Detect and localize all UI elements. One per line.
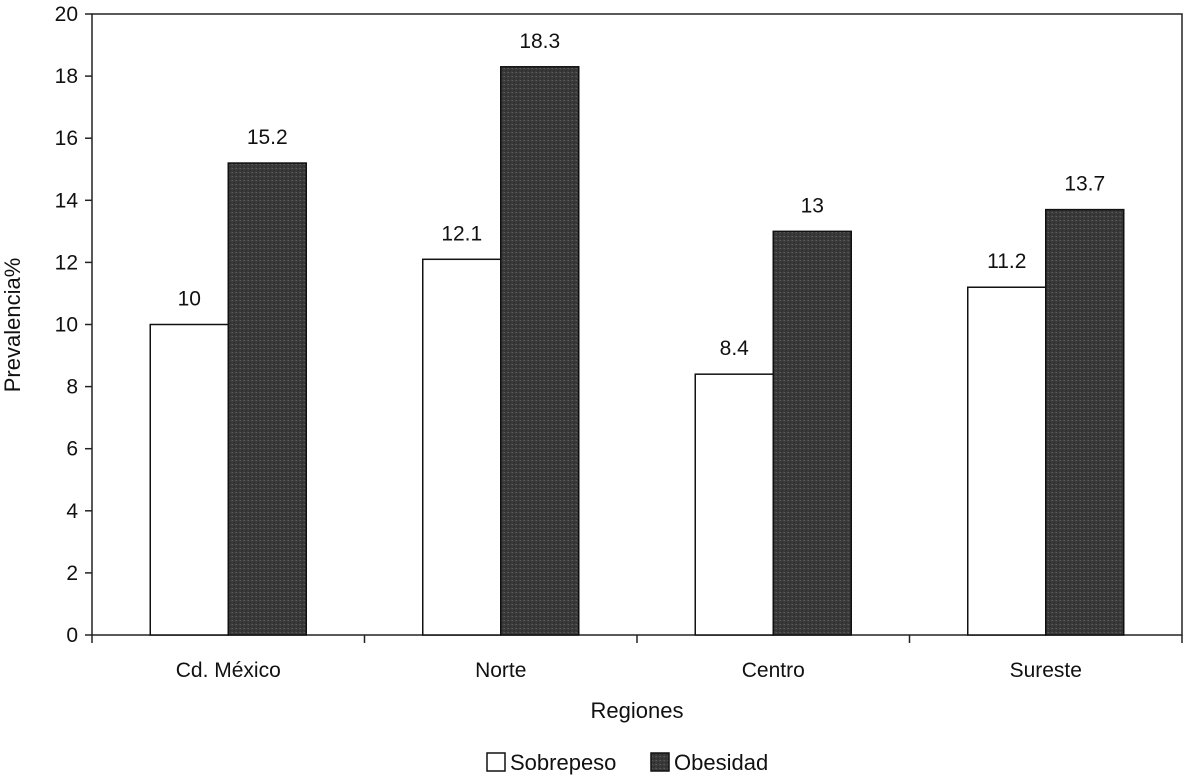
data-labels: 10 15.2 12.1 18.3 8.4 13 11.2 13.7 — [178, 30, 1106, 360]
y-tick-label: 10 — [55, 314, 78, 337]
data-label-sobrepeso: 11.2 — [987, 250, 1026, 273]
legend-label-obesidad: Obesidad — [674, 750, 768, 775]
legend-label-sobrepeso: Sobrepeso — [510, 750, 616, 775]
legend: Sobrepeso Obesidad — [486, 750, 768, 775]
data-label-obesidad: 15.2 — [247, 126, 288, 149]
y-tick-label: 2 — [66, 562, 78, 585]
bar-sobrepeso-2 — [694, 373, 774, 636]
bar-sobrepeso-1 — [422, 258, 502, 636]
bar-sobrepeso-3 — [967, 286, 1047, 636]
y-tick-label: 0 — [66, 624, 78, 647]
y-tick-label: 14 — [55, 189, 79, 212]
data-label-sobrepeso: 10 — [178, 288, 201, 311]
y-axis: 0 2 4 6 8 10 12 14 16 18 20 — [55, 3, 92, 647]
y-tick-label: 12 — [55, 251, 78, 274]
y-tick-label: 20 — [55, 3, 78, 26]
category-label: Centro — [742, 659, 805, 682]
legend-swatch-obesidad — [650, 752, 670, 772]
y-tick-label: 6 — [66, 438, 78, 461]
y-axis-title: Prevalencia% — [0, 258, 25, 393]
bars — [149, 66, 1125, 636]
bar-obesidad-1 — [500, 66, 580, 636]
bar-sobrepeso-0 — [149, 323, 229, 636]
bar-obesidad-0 — [227, 162, 307, 636]
data-label-obesidad: 18.3 — [519, 30, 560, 53]
y-tick-label: 16 — [55, 127, 78, 150]
y-tick-label: 8 — [66, 376, 78, 399]
y-tick-label: 4 — [66, 500, 78, 523]
data-label-sobrepeso: 8.4 — [720, 337, 750, 360]
category-label: Cd. México — [176, 659, 281, 682]
y-tick-label: 18 — [55, 65, 78, 88]
data-label-obesidad: 13.7 — [1064, 173, 1105, 196]
x-axis: Cd. México Norte Centro Sureste — [91, 635, 1183, 682]
data-label-obesidad: 13 — [801, 194, 824, 217]
category-label: Norte — [475, 659, 526, 682]
category-label: Sureste — [1010, 659, 1082, 682]
bar-obesidad-3 — [1045, 208, 1125, 636]
legend-swatch-sobrepeso — [486, 752, 506, 772]
x-axis-title: Regiones — [591, 698, 684, 723]
bar-obesidad-2 — [772, 230, 852, 636]
data-label-sobrepeso: 12.1 — [441, 222, 482, 245]
